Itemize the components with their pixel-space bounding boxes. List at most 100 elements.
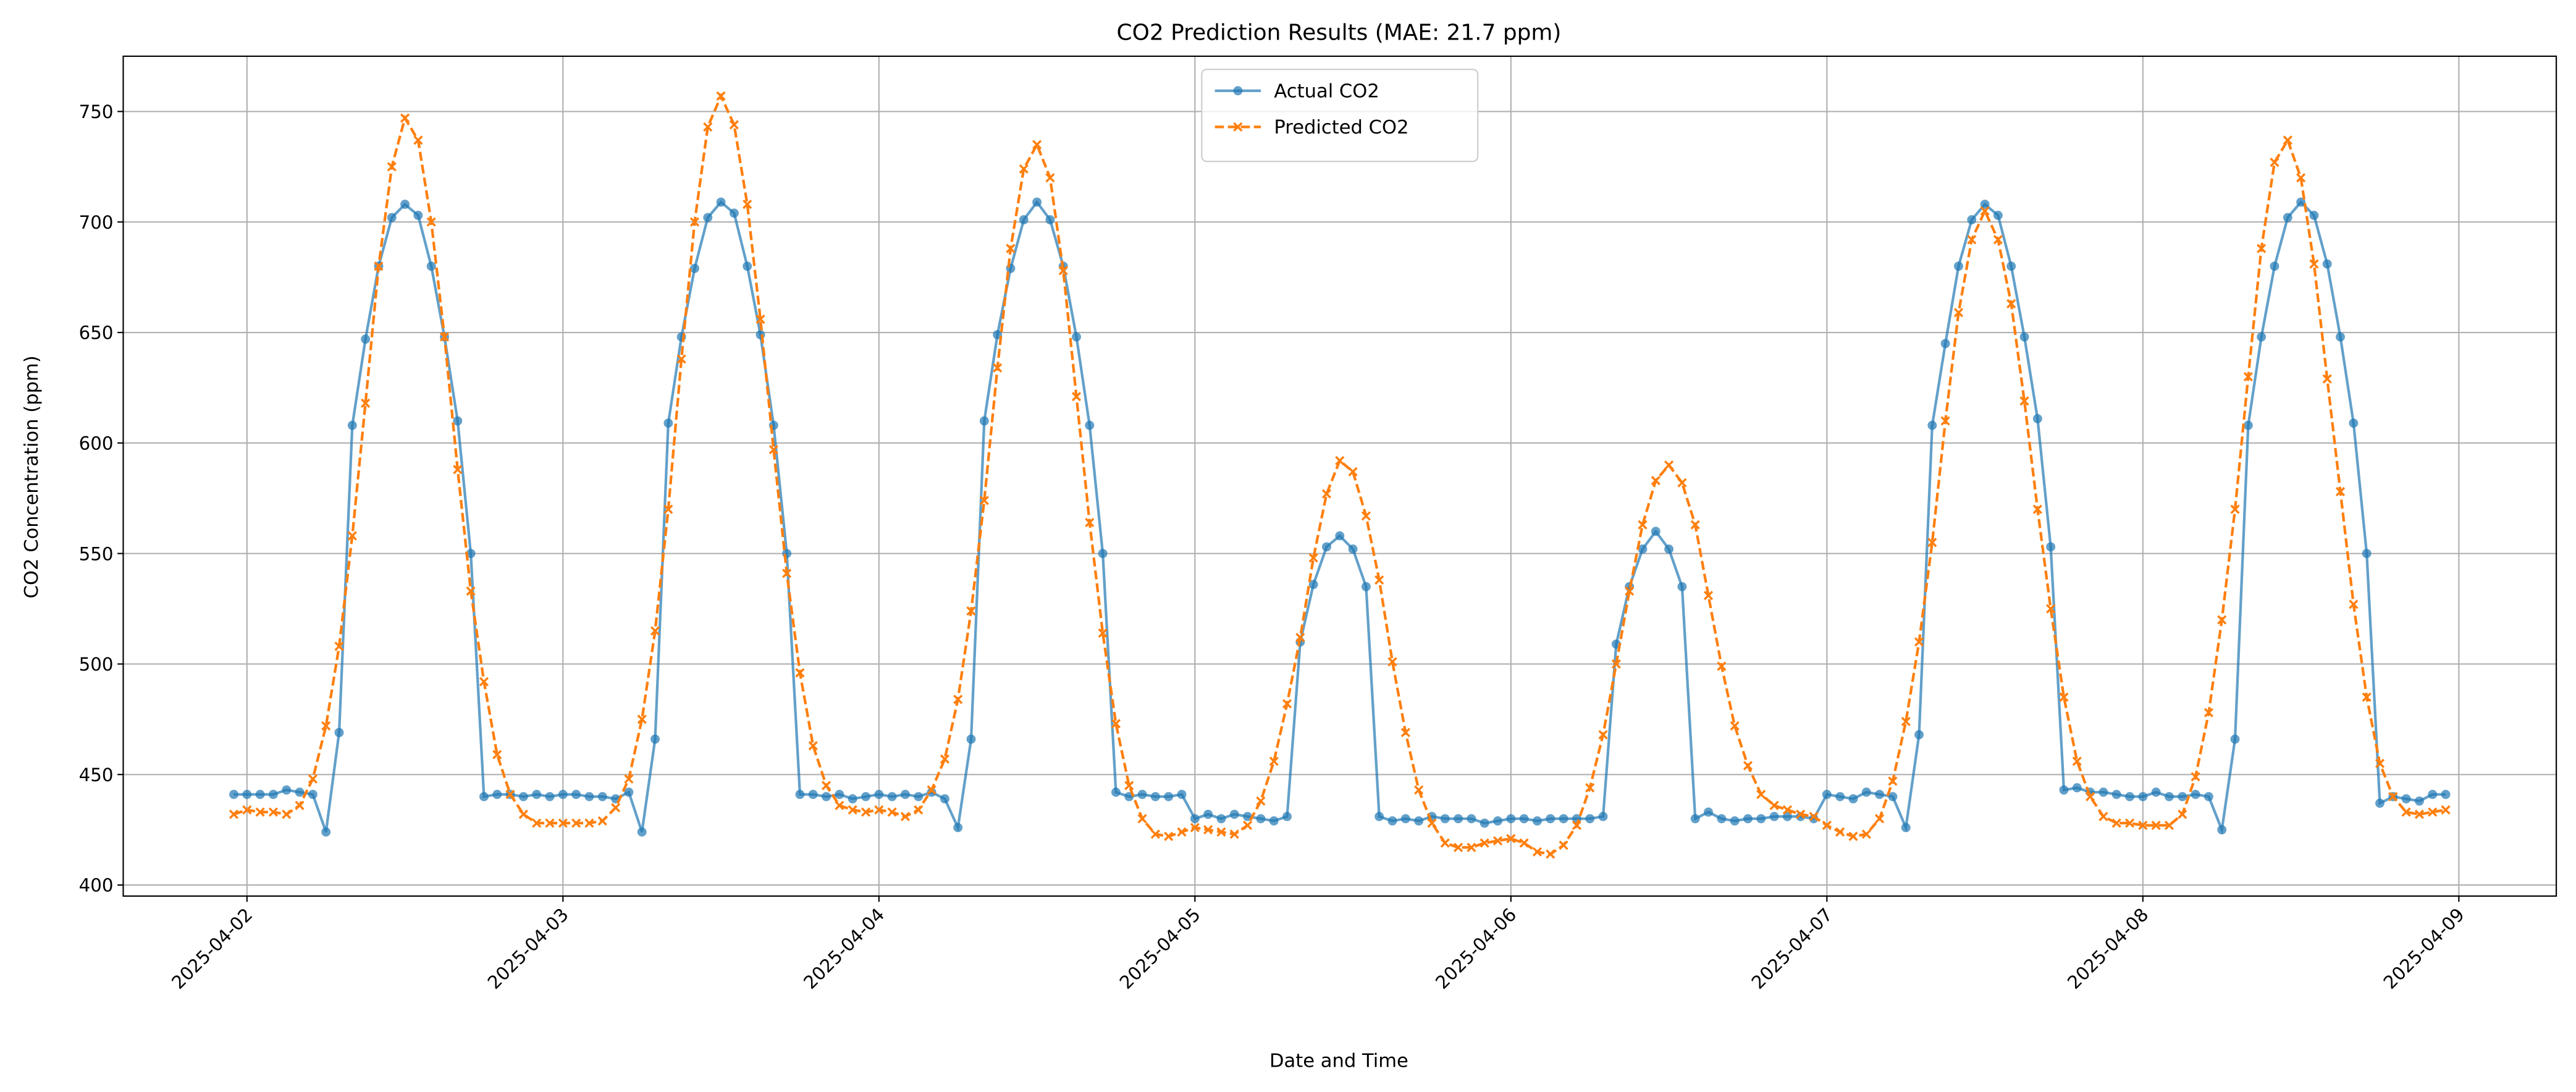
point bbox=[650, 626, 660, 636]
point bbox=[1072, 332, 1081, 342]
point bbox=[1348, 467, 1358, 476]
point bbox=[689, 217, 700, 227]
point bbox=[361, 398, 371, 408]
point bbox=[2178, 810, 2187, 819]
point bbox=[1875, 814, 1885, 824]
point bbox=[1032, 197, 1042, 207]
point bbox=[1177, 827, 1187, 837]
point bbox=[492, 750, 502, 760]
point bbox=[1717, 814, 1727, 824]
point bbox=[1203, 825, 1213, 835]
point bbox=[1796, 810, 1806, 819]
point bbox=[1229, 810, 1239, 819]
point bbox=[2428, 790, 2438, 799]
point bbox=[1914, 730, 1924, 740]
point bbox=[1058, 266, 1068, 276]
point bbox=[400, 200, 410, 210]
point bbox=[1427, 818, 1437, 828]
point bbox=[1348, 544, 1358, 554]
point bbox=[2191, 772, 2200, 782]
point bbox=[2098, 811, 2108, 821]
point bbox=[1440, 838, 1450, 848]
point bbox=[1361, 511, 1371, 521]
point bbox=[1809, 814, 1819, 824]
point bbox=[2296, 197, 2306, 207]
point bbox=[1769, 811, 1779, 821]
point bbox=[1940, 416, 1950, 426]
point bbox=[1953, 308, 1964, 318]
point bbox=[2151, 820, 2161, 831]
point bbox=[453, 416, 463, 426]
point bbox=[1822, 820, 1832, 831]
x-axis-label: Date and Time bbox=[1269, 1051, 1408, 1072]
point bbox=[848, 794, 857, 804]
y-tick-label: 550 bbox=[79, 543, 114, 564]
point bbox=[1467, 842, 1476, 852]
point bbox=[413, 135, 423, 145]
point bbox=[2401, 807, 2411, 817]
point bbox=[2098, 787, 2108, 797]
point bbox=[1045, 173, 1055, 183]
point bbox=[703, 122, 713, 132]
point bbox=[439, 332, 450, 342]
point bbox=[2046, 542, 2056, 552]
point bbox=[1743, 761, 1753, 771]
point bbox=[1822, 790, 1832, 799]
point bbox=[426, 217, 436, 227]
point bbox=[597, 816, 607, 826]
point bbox=[1203, 810, 1213, 819]
point bbox=[1940, 339, 1950, 349]
point bbox=[1190, 823, 1200, 832]
point bbox=[479, 792, 489, 802]
point bbox=[1848, 831, 1858, 842]
point bbox=[2362, 549, 2372, 559]
point bbox=[1098, 549, 1108, 559]
point bbox=[861, 807, 871, 817]
point bbox=[1137, 814, 1147, 824]
point bbox=[479, 677, 489, 687]
point bbox=[1901, 716, 1911, 727]
point bbox=[1848, 794, 1858, 804]
point bbox=[1269, 756, 1279, 766]
point bbox=[795, 790, 805, 799]
point bbox=[1677, 582, 1687, 591]
point bbox=[2125, 792, 2134, 802]
point bbox=[1124, 781, 1134, 790]
series bbox=[229, 91, 2451, 859]
point bbox=[1651, 476, 1661, 486]
point bbox=[1993, 235, 2003, 245]
point bbox=[1756, 814, 1766, 824]
point bbox=[1861, 829, 1871, 839]
point bbox=[689, 263, 699, 273]
point bbox=[848, 805, 857, 815]
y-tick-label: 450 bbox=[79, 764, 114, 785]
point bbox=[1480, 818, 1489, 828]
point bbox=[610, 803, 621, 813]
point bbox=[2428, 807, 2438, 817]
y-tick-label: 500 bbox=[79, 654, 114, 675]
point bbox=[729, 208, 739, 218]
point bbox=[2283, 213, 2292, 222]
point bbox=[1387, 816, 1397, 826]
point bbox=[2165, 792, 2174, 802]
point bbox=[663, 504, 673, 514]
point bbox=[1322, 542, 1331, 552]
point bbox=[1967, 235, 1977, 245]
point bbox=[795, 668, 805, 678]
point bbox=[2309, 211, 2319, 220]
point bbox=[2138, 820, 2148, 831]
point bbox=[1229, 829, 1239, 839]
point bbox=[1085, 517, 1095, 528]
point bbox=[295, 800, 305, 810]
point bbox=[900, 790, 910, 799]
point bbox=[2217, 825, 2227, 835]
point bbox=[874, 805, 884, 815]
point bbox=[1335, 531, 1345, 541]
point bbox=[1756, 789, 1766, 800]
point bbox=[1690, 814, 1700, 824]
point bbox=[1400, 727, 1410, 737]
point bbox=[1519, 814, 1529, 824]
point bbox=[2151, 787, 2161, 797]
point bbox=[2270, 158, 2279, 167]
point bbox=[321, 827, 331, 837]
